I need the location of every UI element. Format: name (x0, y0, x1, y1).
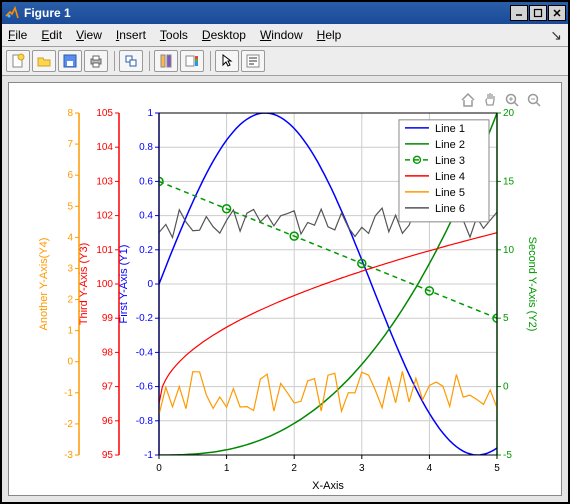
svg-text:0.4: 0.4 (139, 211, 153, 222)
svg-text:100: 100 (96, 279, 113, 290)
toolbar-new-button[interactable] (6, 50, 30, 72)
toolbar-separator (114, 51, 115, 71)
svg-text:Another Y-Axis(Y4): Another Y-Axis(Y4) (38, 238, 50, 331)
matlab-icon (4, 5, 20, 21)
svg-text:15: 15 (503, 176, 515, 187)
menu-window[interactable]: Window (260, 28, 303, 42)
svg-text:4: 4 (427, 463, 433, 474)
toolbar-colorbar-button[interactable] (180, 50, 204, 72)
svg-text:-0.2: -0.2 (136, 313, 154, 324)
svg-text:103: 103 (96, 176, 113, 187)
svg-text:0: 0 (156, 463, 162, 474)
menu-tools[interactable]: Tools (160, 28, 188, 42)
svg-text:10: 10 (503, 245, 515, 256)
svg-text:2: 2 (67, 295, 73, 306)
svg-text:3: 3 (359, 463, 365, 474)
svg-text:1: 1 (224, 463, 230, 474)
toolbar-text-button[interactable] (241, 50, 265, 72)
svg-text:97: 97 (102, 382, 114, 393)
titlebar[interactable]: Figure 1 (2, 2, 568, 24)
svg-text:4: 4 (67, 232, 73, 243)
menu-file[interactable]: File (8, 28, 27, 42)
toolbar-pointer-button[interactable] (215, 50, 239, 72)
plot-svg: 0 1 2 3 4 5 X-Axis -1 -0.8 -0.6 -0.4 -0.2 0 0.2 0.4 0.6… (9, 83, 557, 495)
svg-text:7: 7 (67, 139, 73, 150)
svg-text:0.8: 0.8 (139, 142, 153, 153)
svg-text:Line 1: Line 1 (435, 123, 465, 135)
menu-insert[interactable]: Insert (116, 28, 146, 42)
svg-text:95: 95 (102, 450, 114, 461)
svg-text:-5: -5 (503, 450, 512, 461)
svg-text:5: 5 (503, 313, 509, 324)
svg-text:1: 1 (67, 326, 73, 337)
axestool-pan-icon[interactable] (481, 91, 499, 109)
svg-text:0: 0 (503, 382, 509, 393)
toolbar-print-button[interactable] (84, 50, 108, 72)
close-button[interactable] (548, 5, 566, 21)
toolbar-save-button[interactable] (58, 50, 82, 72)
figure-canvas: 0 1 2 3 4 5 X-Axis -1 -0.8 -0.6 -0.4 -0.2 0 0.2 0.4 0.6… (8, 82, 562, 496)
dock-icon[interactable]: ↘ (550, 27, 562, 44)
svg-text:0.6: 0.6 (139, 176, 153, 187)
svg-text:-0.8: -0.8 (136, 416, 154, 427)
svg-text:105: 105 (96, 108, 113, 119)
svg-text:96: 96 (102, 416, 114, 427)
svg-text:20: 20 (503, 108, 515, 119)
svg-text:0: 0 (67, 357, 73, 368)
svg-text:Line 2: Line 2 (435, 139, 465, 151)
window-title: Figure 1 (24, 6, 509, 20)
figure-window: Figure 1 File Edit View Insert Tools Desktop W… (0, 0, 570, 504)
menu-desktop[interactable]: Desktop (202, 28, 246, 42)
toolbar (2, 47, 568, 76)
toolbar-link-button[interactable] (119, 50, 143, 72)
svg-text:-1: -1 (144, 450, 153, 461)
svg-text:98: 98 (102, 347, 114, 358)
svg-text:Line 3: Line 3 (435, 155, 465, 167)
svg-text:-2: -2 (64, 419, 73, 430)
axestool-home-icon[interactable] (459, 91, 477, 109)
svg-text:1: 1 (147, 108, 153, 119)
svg-text:101: 101 (96, 245, 113, 256)
svg-text:-1: -1 (64, 388, 73, 399)
svg-text:Line 6: Line 6 (435, 203, 465, 215)
svg-text:5: 5 (67, 201, 73, 212)
svg-text:5: 5 (494, 463, 500, 474)
svg-text:Second Y-Axis (Y2): Second Y-Axis (Y2) (526, 237, 538, 332)
svg-text:102: 102 (96, 211, 113, 222)
svg-text:99: 99 (102, 313, 114, 324)
axestool-zoom-out-icon[interactable] (525, 91, 543, 109)
minimize-button[interactable] (510, 5, 528, 21)
toolbar-separator (149, 51, 150, 71)
svg-text:104: 104 (96, 142, 113, 153)
svg-text:6: 6 (67, 170, 73, 181)
svg-text:2: 2 (291, 463, 297, 474)
svg-text:X-Axis: X-Axis (312, 480, 344, 492)
svg-text:-3: -3 (64, 450, 73, 461)
svg-text:8: 8 (67, 108, 73, 119)
axestool-zoom-in-icon[interactable] (503, 91, 521, 109)
svg-text:-0.4: -0.4 (136, 347, 154, 358)
svg-text:0: 0 (147, 279, 153, 290)
svg-text:First Y-Axis (Y1): First Y-Axis (Y1) (118, 245, 130, 324)
axes-toolbar (459, 91, 543, 109)
menubar: File Edit View Insert Tools Desktop Window Help… (2, 24, 568, 47)
toolbar-tile-button[interactable] (154, 50, 178, 72)
figure-area: 0 1 2 3 4 5 X-Axis -1 -0.8 -0.6 -0.4 -0.2 0 0.2 0.4 0.6… (2, 76, 568, 502)
menu-view[interactable]: View (76, 28, 102, 42)
menu-help[interactable]: Help (317, 28, 342, 42)
svg-text:-0.6: -0.6 (136, 382, 154, 393)
svg-text:3: 3 (67, 263, 73, 274)
toolbar-open-button[interactable] (32, 50, 56, 72)
svg-text:Line 4: Line 4 (435, 171, 465, 183)
svg-text:Third Y-Axis (Y3): Third Y-Axis (Y3) (78, 243, 90, 326)
maximize-button[interactable] (529, 5, 547, 21)
svg-text:Line 5: Line 5 (435, 187, 465, 199)
menu-edit[interactable]: Edit (41, 28, 62, 42)
svg-text:0.2: 0.2 (139, 245, 153, 256)
toolbar-separator (210, 51, 211, 71)
